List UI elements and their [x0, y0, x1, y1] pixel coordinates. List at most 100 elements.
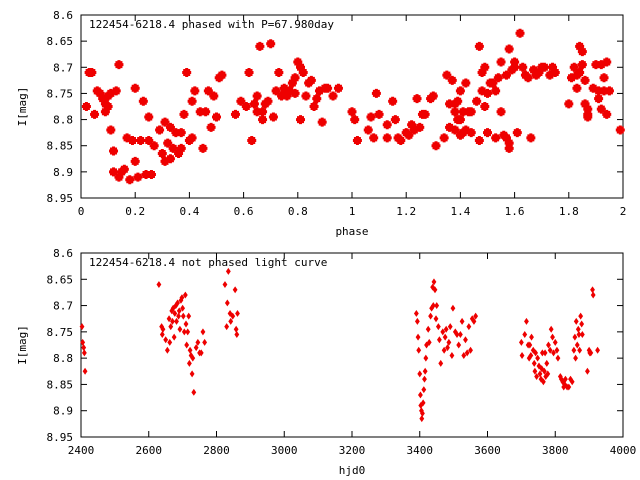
phased-data-point: [510, 57, 520, 67]
phased-data-point: [301, 91, 311, 101]
phased-data-point: [431, 141, 441, 151]
unphased-data-point: [537, 370, 543, 378]
unphased-data-point: [544, 359, 550, 367]
phased-data-point: [212, 112, 221, 122]
unphased-x-tick-label: 2400: [68, 444, 95, 457]
phased-data-point: [268, 112, 278, 122]
phased-data-point: [491, 133, 501, 143]
phased-data-point: [455, 115, 465, 125]
unphased-data-point: [224, 323, 230, 331]
phased-data-point: [306, 75, 316, 85]
unphased-y-tick-label: 8.75: [47, 326, 74, 339]
phased-data-point: [412, 94, 422, 104]
unphased-x-tick-label: 2800: [203, 444, 230, 457]
phased-data-point: [526, 133, 536, 143]
phased-data-point: [312, 94, 322, 104]
phased-data-point: [106, 125, 116, 135]
phased-y-axis-label: I[mag]: [16, 87, 29, 127]
unphased-data-point: [234, 331, 240, 338]
phased-data-point: [323, 83, 333, 93]
unphased-data-point: [533, 349, 539, 357]
phased-data-point: [580, 75, 590, 85]
unphased-data-point: [191, 388, 197, 396]
phased-data-point: [136, 135, 146, 145]
unphased-y-tick-label: 8.85: [47, 378, 74, 391]
phased-data-point: [114, 60, 124, 70]
unphased-data-point: [534, 373, 540, 381]
unphased-data-point: [440, 328, 446, 336]
unphased-y-axis-label: I[mag]: [16, 325, 29, 365]
phased-data-point: [388, 96, 398, 106]
phased-y-tick-label: 8.7: [53, 61, 73, 74]
unphased-data-point: [545, 370, 551, 378]
unphased-data-point: [170, 317, 175, 325]
phased-data-point: [190, 86, 200, 96]
unphased-data-point: [554, 346, 560, 354]
unphased-data-point: [574, 341, 580, 349]
unphased-data-point: [527, 341, 533, 349]
unphased-data-point: [456, 341, 462, 349]
unphased-data-point: [233, 325, 239, 333]
phased-data-point: [217, 70, 227, 80]
phased-data-point: [572, 83, 582, 93]
unphased-data-point: [180, 304, 186, 312]
unphased-data-point: [454, 331, 460, 338]
unphased-data-point: [418, 391, 423, 399]
unphased-data-point: [528, 352, 534, 359]
unphased-data-point: [579, 331, 585, 338]
unphased-data-point: [181, 328, 187, 336]
phased-x-axis-label: phase: [335, 225, 368, 238]
unphased-data-point: [457, 331, 463, 338]
unphased-data-point: [171, 333, 177, 341]
phased-data-point: [103, 102, 113, 111]
unphased-data-point: [423, 354, 429, 362]
phased-data-point: [87, 68, 97, 78]
unphased-data-point: [471, 317, 477, 325]
unphased-data-point: [573, 317, 579, 325]
phased-data-point: [577, 47, 587, 57]
phased-data-point: [155, 125, 165, 135]
unphased-data-point: [235, 309, 240, 317]
unphased-data-point: [590, 291, 596, 299]
phased-data-point: [258, 107, 268, 117]
phased-x-tick-label: 0.4: [179, 205, 199, 218]
phased-data-point: [455, 86, 465, 96]
phased-y-tick-label: 8.65: [47, 35, 74, 48]
unphased-data-point: [177, 325, 183, 333]
unphased-data-point: [187, 346, 193, 354]
phased-data-point: [493, 73, 503, 83]
unphased-data-point: [228, 317, 234, 325]
phased-data-point: [157, 149, 167, 159]
unphased-data-point: [522, 331, 528, 338]
unphased-data-point: [463, 336, 468, 344]
unphased-data-point: [186, 312, 192, 320]
phased-data-point: [127, 135, 137, 145]
phased-data-point: [390, 115, 400, 125]
phased-data-point: [138, 96, 148, 106]
phased-data-point: [564, 99, 574, 109]
unphased-data-point: [566, 383, 572, 391]
phased-data-point: [512, 128, 522, 138]
phased-data-point: [252, 91, 262, 101]
phased-data-point: [371, 88, 381, 98]
unphased-data-point: [579, 320, 585, 328]
unphased-data-point: [518, 338, 524, 346]
unphased-data-point: [590, 286, 595, 294]
unphased-data-point: [185, 328, 191, 336]
unphased-data-point: [449, 352, 455, 359]
phased-data-point: [483, 88, 492, 98]
unphased-data-point: [163, 336, 169, 344]
unphased-x-tick-label: 3800: [542, 444, 569, 457]
unphased-data-point: [180, 312, 186, 320]
unphased-data-point: [438, 359, 444, 367]
unphased-y-tick-label: 8.7: [53, 300, 73, 313]
unphased-data-point: [224, 299, 230, 307]
phased-data-point: [604, 86, 614, 96]
phased-data-point: [496, 57, 506, 67]
phased-data-point: [247, 135, 257, 145]
phased-data-point: [111, 86, 121, 96]
unphased-data-point: [79, 323, 85, 331]
phased-plot-frame: [80, 14, 624, 199]
phased-data-point: [81, 102, 91, 111]
